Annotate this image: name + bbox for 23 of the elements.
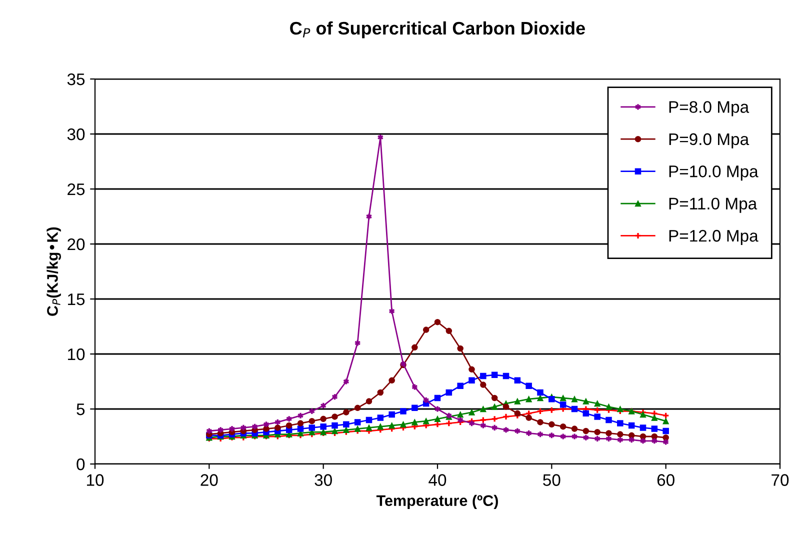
x-tick-label: 60 xyxy=(657,474,674,486)
y-tick-label: 30 xyxy=(67,128,85,140)
legend-label: P=11.0 Mpa xyxy=(669,198,758,213)
y-tick-label: 5 xyxy=(76,404,85,416)
legend-label: P=8.0 Mpa xyxy=(669,101,750,116)
y-tick-label: 15 xyxy=(68,294,85,306)
y-tick-label: 35 xyxy=(67,73,85,86)
x-axis-title: Temperature (ºC) xyxy=(376,494,498,510)
legend-label: P=12.0 Mpa xyxy=(669,230,758,246)
x-tick-label: 50 xyxy=(543,474,560,486)
legend-label: P=9.0 Mpa xyxy=(669,133,750,148)
x-tick-label: 30 xyxy=(314,474,332,486)
y-tick-label: 25 xyxy=(68,183,85,196)
y-tick-label: 20 xyxy=(68,238,85,250)
x-tick-label: 20 xyxy=(200,474,218,486)
y-tick-label: 10 xyxy=(68,348,85,360)
legend-label: P=10.0 Mpa xyxy=(669,166,758,181)
x-tick-label: 10 xyxy=(87,474,104,486)
y-tick-label: 0 xyxy=(76,458,85,470)
chart-title: C$_{P}$ of Supercritical Carbon Dioxide xyxy=(290,21,585,38)
y-axis-title: C$_{P}$(KJ/kg•K) xyxy=(46,227,61,316)
x-tick-label: 70 xyxy=(772,474,789,486)
x-tick-label: 40 xyxy=(428,474,446,486)
